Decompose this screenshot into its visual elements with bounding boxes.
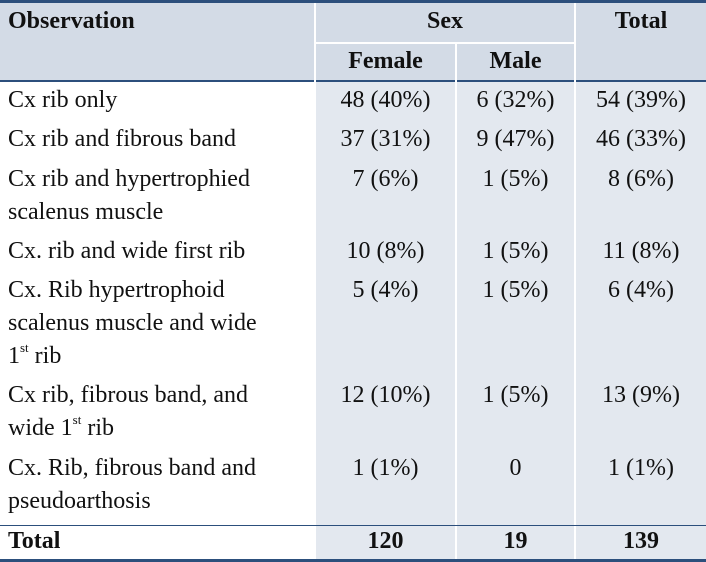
row-label: scalenus muscle — [8, 199, 164, 225]
male-value: 1 (5%) — [482, 166, 549, 192]
female-value: 48 (40%) — [340, 87, 431, 113]
bottom-rule — [0, 559, 706, 562]
row-label: Cx rib and fibrous band — [8, 126, 236, 152]
female-value: 1 (1%) — [352, 455, 419, 481]
total-value: 46 (33%) — [596, 126, 686, 152]
male-value: 1 (5%) — [482, 277, 549, 303]
row-label: scalenus muscle and wide — [8, 310, 257, 336]
row-label: 1st rib — [8, 340, 62, 369]
header-total: Total — [614, 8, 668, 34]
header-male: Male — [489, 48, 542, 74]
male-column-shade — [457, 82, 574, 560]
female-value: 7 (6%) — [352, 166, 419, 192]
row-label: Cx. Rib hypertrophoid — [8, 277, 225, 303]
row-label: Cx. rib and wide first rib — [8, 238, 246, 264]
male-value: 6 (32%) — [476, 87, 555, 113]
header-sex: Sex — [427, 8, 463, 34]
totals-male: 19 — [503, 528, 528, 554]
row-label: Cx. Rib, fibrous band and — [8, 455, 256, 481]
header-observation: Observation — [8, 8, 135, 34]
divider — [455, 43, 457, 559]
male-value: 1 (5%) — [482, 238, 549, 264]
divider — [316, 42, 574, 44]
row-label: Cx rib only — [8, 87, 118, 113]
totals-female: 120 — [367, 528, 404, 554]
total-value: 11 (8%) — [602, 238, 680, 264]
male-value: 9 (47%) — [476, 126, 555, 152]
total-value: 13 (9%) — [602, 382, 680, 408]
female-column-shade — [316, 82, 455, 560]
total-value: 54 (39%) — [596, 87, 686, 113]
table-header-background — [0, 0, 706, 82]
total-value: 8 (6%) — [608, 166, 674, 192]
total-value: 1 (1%) — [608, 455, 674, 481]
row-label: Cx rib and hypertrophied — [8, 166, 250, 192]
female-value: 12 (10%) — [340, 382, 431, 408]
row-label: pseudoarthosis — [8, 488, 151, 514]
totals-total: 139 — [623, 528, 659, 554]
male-value: 0 — [509, 455, 522, 481]
row-label: wide 1st rib — [8, 412, 114, 441]
female-value: 5 (4%) — [352, 277, 419, 303]
header-female: Female — [348, 48, 423, 74]
divider — [574, 3, 576, 559]
total-value: 6 (4%) — [608, 277, 674, 303]
row-label: Cx rib, fibrous band, and — [8, 382, 248, 408]
total-column-shade — [576, 82, 706, 560]
totals-label: Total — [8, 528, 61, 554]
female-value: 10 (8%) — [346, 238, 425, 264]
female-value: 37 (31%) — [340, 126, 431, 152]
male-value: 1 (5%) — [482, 382, 549, 408]
total-rule — [0, 525, 706, 526]
divider — [314, 3, 316, 559]
